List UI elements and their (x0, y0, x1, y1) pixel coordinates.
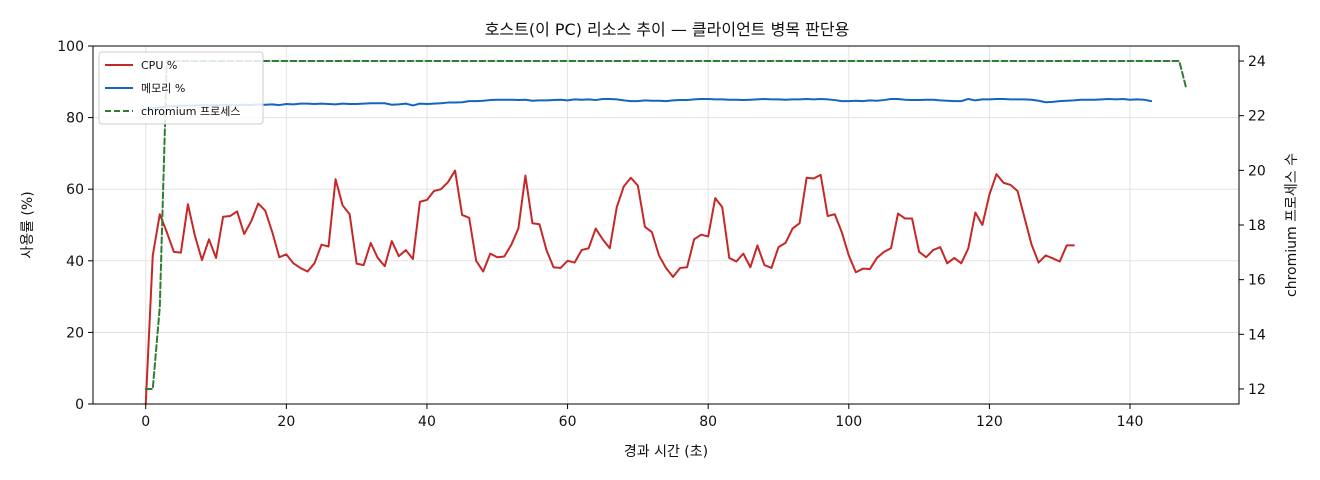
series-line-1 (144, 97, 1153, 111)
y-tick-label: 100 (57, 39, 84, 55)
y2-tick-label: 18 (1248, 218, 1266, 234)
series-line-2 (144, 60, 1188, 390)
y-axis-title: 사용률 (%) (20, 191, 36, 258)
legend-label-0: CPU % (141, 59, 177, 72)
series-line-0 (144, 169, 1075, 405)
y-axis-left: 0 20 40 60 80 100 (57, 39, 93, 413)
y2-tick-label: 20 (1248, 163, 1266, 179)
y-tick-label: 20 (66, 325, 84, 341)
y2-tick-label: 22 (1248, 109, 1266, 125)
x-tick-label: 40 (418, 414, 436, 430)
x-tick-label: 60 (559, 414, 577, 430)
legend-label-2: chromium 프로세스 (141, 105, 240, 118)
x-axis-title: 경과 시간 (초) (624, 444, 708, 460)
series-layer (144, 60, 1188, 405)
y-axis-right: 12 14 16 18 20 22 24 (1239, 54, 1266, 398)
x-tick-label: 120 (976, 414, 1003, 430)
y-tick-label: 80 (66, 111, 84, 127)
grid-lines (93, 45, 1239, 405)
y-tick-label: 0 (75, 397, 84, 413)
legend: CPU % 메모리 % chromium 프로세스 (98, 51, 264, 125)
plot-frame (92, 45, 1240, 405)
x-axis: 0 20 40 60 80 100 120 140 (141, 404, 1143, 430)
x-tick-label: 140 (1117, 414, 1144, 430)
x-tick-label: 20 (277, 414, 295, 430)
y-tick-label: 60 (66, 182, 84, 198)
legend-label-1: 메모리 % (141, 82, 185, 95)
x-tick-label: 100 (835, 414, 862, 430)
y2-tick-label: 24 (1248, 54, 1266, 70)
y2-tick-label: 16 (1248, 273, 1266, 289)
y-tick-label: 40 (66, 254, 84, 270)
legend-box (98, 51, 264, 125)
chart-title: 호스트(이 PC) 리소스 추이 — 클라이언트 병목 판단용 (485, 20, 850, 39)
y2-tick-label: 12 (1248, 382, 1266, 398)
x-tick-label: 0 (141, 414, 150, 430)
y2-tick-label: 14 (1248, 327, 1266, 343)
y2-axis-title: chromium 프로세스 수 (1284, 153, 1300, 297)
x-tick-label: 80 (699, 414, 717, 430)
